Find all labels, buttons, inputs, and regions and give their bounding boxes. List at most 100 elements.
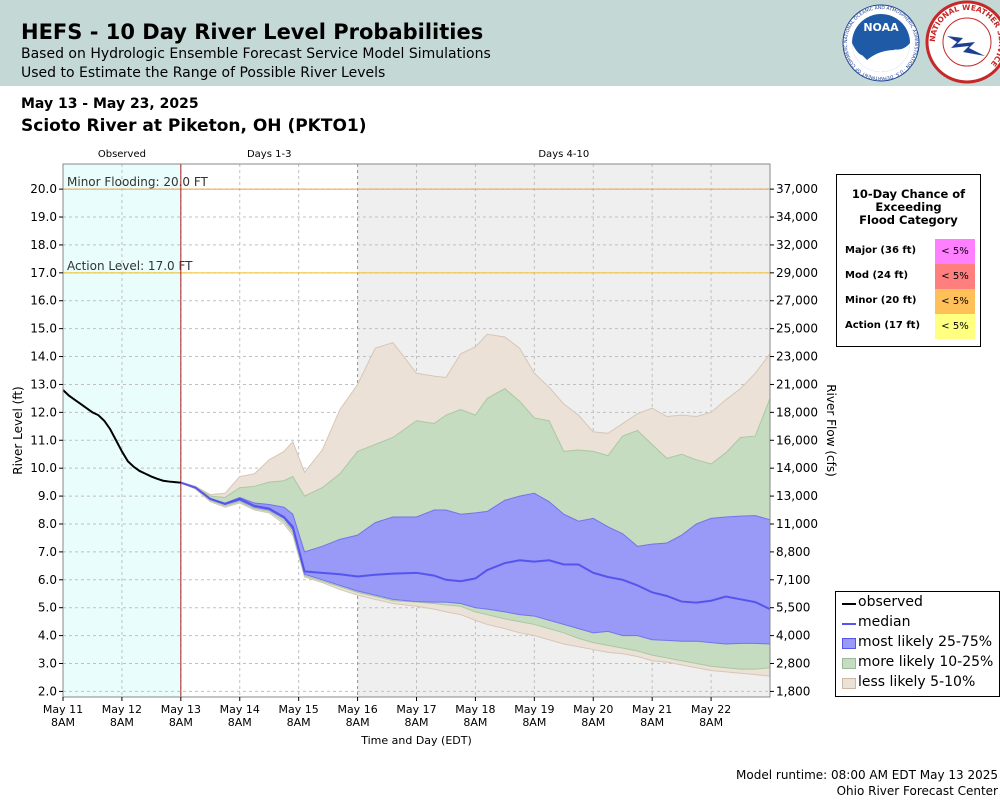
legend-symbol xyxy=(842,603,856,605)
y-tick-label: 6.0 xyxy=(38,573,57,587)
flood-category-label: Mod (24 ft) xyxy=(845,270,909,281)
flood-category-title: 10-Day Chance of Exceeding Flood Categor… xyxy=(837,188,980,227)
x-tick-label: 8AM xyxy=(581,716,605,729)
legend-label: more likely 10-25% xyxy=(858,654,994,670)
y-tick-label: 9.0 xyxy=(38,489,57,503)
header-banner: HEFS - 10 Day River Level Probabilities … xyxy=(0,0,1000,86)
chart-legend: observed median most likely 25-75% more … xyxy=(835,591,1000,697)
y-tick-label: 12.0 xyxy=(30,405,57,419)
x-tick-label: May 13 xyxy=(161,703,201,716)
legend-label: observed xyxy=(858,594,923,610)
y2-tick-label: 5,500 xyxy=(776,601,810,615)
y-tick-label: 18.0 xyxy=(30,238,57,252)
page-title: HEFS - 10 Day River Level Probabilities xyxy=(21,20,484,44)
x-tick-label: 8AM xyxy=(522,716,546,729)
y-tick-label: 15.0 xyxy=(30,322,57,336)
x-tick-label: May 21 xyxy=(632,703,672,716)
y-tick-label: 11.0 xyxy=(30,433,57,447)
y2-tick-label: 2,800 xyxy=(776,657,810,671)
legend-item-5-10: less likely 5-10% xyxy=(836,673,999,693)
flood-category-label: Action (17 ft) xyxy=(845,320,921,331)
flood-category-label: Minor (20 ft) xyxy=(845,295,917,306)
y-tick-label: 20.0 xyxy=(30,182,57,196)
period-label: Observed xyxy=(98,149,146,160)
y-tick-label: 16.0 xyxy=(30,294,57,308)
y-axis-title: River Level (ft) xyxy=(11,386,25,474)
y2-tick-label: 27,000 xyxy=(776,294,818,308)
x-tick-label: May 18 xyxy=(455,703,495,716)
x-tick-label: May 12 xyxy=(102,703,142,716)
flood-category-chance: < 5% xyxy=(935,289,975,314)
y2-tick-label: 29,000 xyxy=(776,266,818,280)
flood-category-label: Major (36 ft) xyxy=(845,245,917,256)
legend-symbol xyxy=(842,638,856,649)
location-title: Scioto River at Piketon, OH (PKTO1) xyxy=(21,116,367,136)
y2-tick-label: 23,000 xyxy=(776,350,818,364)
y2-tick-label: 34,000 xyxy=(776,210,818,224)
flood-category-row-action: Action (17 ft) < 5% xyxy=(837,314,980,339)
flood-category-chance: < 5% xyxy=(935,314,975,339)
y2-axis-title: River Flow (cfs) xyxy=(824,384,838,477)
legend-symbol xyxy=(842,623,856,625)
flood-category-row-major: Major (36 ft) < 5% xyxy=(837,239,980,264)
y2-tick-label: 18,000 xyxy=(776,405,818,419)
legend-item-10-25: more likely 10-25% xyxy=(836,653,999,673)
y2-tick-label: 8,800 xyxy=(776,545,810,559)
y2-tick-label: 25,000 xyxy=(776,322,818,336)
forecast-center: Ohio River Forecast Center xyxy=(836,784,998,798)
y-tick-label: 4.0 xyxy=(38,629,57,643)
flood-category-title-line: Exceeding xyxy=(875,200,942,214)
flood-category-row-moderate: Mod (24 ft) < 5% xyxy=(837,264,980,289)
x-tick-label: 8AM xyxy=(228,716,252,729)
y-tick-label: 2.0 xyxy=(38,684,57,698)
threshold-label: Action Level: 17.0 FT xyxy=(67,259,193,273)
nws-logo-icon: NATIONAL WEATHER SERVICE xyxy=(925,0,1000,84)
flood-category-box: 10-Day Chance of Exceeding Flood Categor… xyxy=(836,174,981,347)
legend-label: median xyxy=(858,614,911,630)
legend-item-median: median xyxy=(836,613,999,633)
threshold-label: Minor Flooding: 20.0 FT xyxy=(67,175,209,189)
y2-tick-label: 21,000 xyxy=(776,377,818,391)
page-subtitle: Based on Hydrologic Ensemble Forecast Se… xyxy=(21,46,491,62)
x-tick-label: 8AM xyxy=(169,716,193,729)
y2-tick-label: 7,100 xyxy=(776,573,810,587)
y-tick-label: 17.0 xyxy=(30,266,57,280)
x-tick-label: 8AM xyxy=(287,716,311,729)
x-tick-label: May 11 xyxy=(43,703,83,716)
x-tick-label: 8AM xyxy=(110,716,134,729)
flood-category-chance: < 5% xyxy=(935,264,975,289)
y-tick-label: 3.0 xyxy=(38,657,57,671)
model-runtime: Model runtime: 08:00 AM EDT May 13 2025 xyxy=(736,768,998,782)
legend-label: less likely 5-10% xyxy=(858,674,976,690)
date-range: May 13 - May 23, 2025 xyxy=(21,96,199,112)
x-tick-label: May 20 xyxy=(573,703,613,716)
y-tick-label: 8.0 xyxy=(38,517,57,531)
median-line xyxy=(180,481,771,611)
period-label: Days 1-3 xyxy=(247,149,291,160)
y2-tick-label: 32,000 xyxy=(776,238,818,252)
y2-tick-label: 37,000 xyxy=(776,182,818,196)
x-tick-label: May 17 xyxy=(396,703,436,716)
y-tick-label: 7.0 xyxy=(38,545,57,559)
y-tick-label: 14.0 xyxy=(30,350,57,364)
x-tick-label: May 14 xyxy=(220,703,260,716)
x-tick-label: 8AM xyxy=(463,716,487,729)
y-tick-label: 13.0 xyxy=(30,377,57,391)
y-tick-label: 19.0 xyxy=(30,210,57,224)
legend-item-25-75: most likely 25-75% xyxy=(836,633,999,653)
y2-tick-label: 16,000 xyxy=(776,433,818,447)
y2-tick-label: 4,000 xyxy=(776,629,810,643)
period-label: Days 4-10 xyxy=(538,149,589,160)
y-tick-label: 5.0 xyxy=(38,601,57,615)
y2-tick-label: 13,000 xyxy=(776,489,818,503)
flood-category-row-minor: Minor (20 ft) < 5% xyxy=(837,289,980,314)
x-tick-label: 8AM xyxy=(640,716,664,729)
noaa-logo-text: NOAA xyxy=(863,21,899,34)
y2-tick-label: 1,800 xyxy=(776,684,810,698)
legend-symbol xyxy=(842,658,856,669)
legend-label: most likely 25-75% xyxy=(858,634,993,650)
x-tick-label: 8AM xyxy=(699,716,723,729)
flood-category-title-line: Flood Category xyxy=(859,213,958,227)
x-tick-label: May 19 xyxy=(514,703,554,716)
